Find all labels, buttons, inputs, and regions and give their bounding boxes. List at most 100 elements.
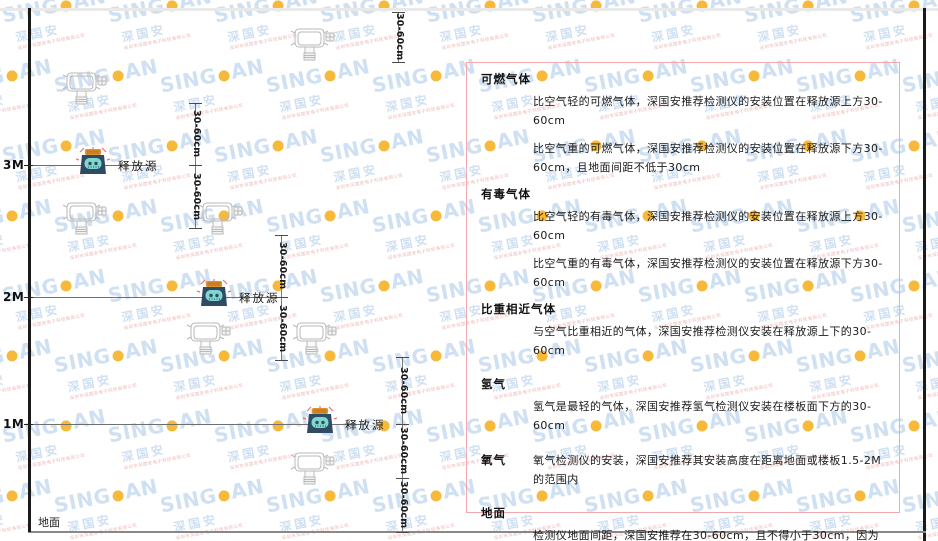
watermark-text-left: SING [0, 63, 7, 98]
watermark-text-right: AN [122, 193, 160, 224]
watermark-text-left: SING [158, 63, 219, 98]
watermark-text-left: SING [52, 343, 113, 378]
watermark-text-right: AN [16, 193, 54, 224]
watermark-text-right: AN [282, 123, 320, 154]
watermark-cn: 深国安 [120, 442, 168, 465]
watermark-text-right: AN [0, 404, 2, 434]
watermark-url: 深圳市深国安电子科技有限公司 [0, 446, 14, 472]
watermark-text-left: SING [264, 63, 325, 98]
frame-right-border [923, 8, 926, 541]
watermark-text-right: AN [282, 263, 320, 294]
watermark-text-left: SING [636, 0, 697, 28]
watermark-dot-icon [59, 138, 73, 152]
watermark-cn: 深国安 [0, 372, 8, 395]
release-source-label: 释放源 [345, 418, 386, 432]
watermark-dot-icon [59, 418, 73, 432]
watermark-url: 深圳市深国安电子科技有限公司 [335, 33, 404, 52]
watermark-text-left: SING [848, 0, 909, 28]
watermark-text-left: SING [424, 0, 485, 28]
section-paragraph: 氧气检测仪的安装，深国安推荐其安装高度在距离地面或楼板1.5-2M的范围内 [533, 454, 882, 486]
watermark-cn: 深国安 [332, 442, 380, 465]
watermark-text-right: AN [16, 473, 54, 504]
watermark-dot-icon [429, 348, 443, 362]
gas-detector-icon [62, 202, 107, 235]
watermark-dot-icon [111, 348, 125, 362]
watermark-text-left: SING [106, 273, 167, 308]
dimension-label: 30-60cm [398, 427, 409, 475]
watermark-tile: SING AN 深国安深圳市深国安电子科技有限公司 [52, 334, 170, 432]
watermark-text-right: AN [388, 123, 426, 154]
installation-guidelines-panel: 可燃气体 比空气轻的可燃气体，深国安推荐检测仪的安装位置在释放源上方30-60cm… [466, 62, 900, 541]
watermark-cn: 深国安 [756, 22, 804, 45]
watermark-url: 深圳市深国安电子科技有限公司 [0, 383, 32, 402]
watermark-text-right: AN [16, 333, 54, 364]
watermark-text-left: SING [318, 133, 379, 168]
watermark-dot-icon [165, 278, 179, 292]
release-source [75, 146, 111, 182]
dimension-cap [275, 297, 288, 298]
dimension-cap [396, 357, 409, 358]
watermark-cn: 深国安 [332, 302, 380, 325]
gas-detector-icon [198, 202, 243, 235]
watermark-text-left: SING [900, 343, 938, 378]
watermark-dot-icon [5, 348, 19, 362]
gas-detector [186, 316, 232, 362]
watermark-text-right: AN [334, 193, 372, 224]
watermark-url: 深圳市深国安电子科技有限公司 [69, 383, 138, 402]
watermark-text-right: AN [813, 0, 850, 14]
dimension-cap [396, 424, 409, 425]
axis-level-label-1m: 1M [3, 417, 25, 431]
watermark-url: 深圳市深国安电子科技有限公司 [865, 33, 934, 52]
gas-detector-icon [292, 322, 337, 355]
dimension-label: 30-60cm [398, 481, 409, 529]
release-source [302, 405, 338, 441]
watermark-text-left: SING [900, 203, 938, 238]
watermark-text-left: SING [264, 203, 325, 238]
watermark-text-right: AN [334, 53, 372, 84]
watermark-cn: 深国安 [278, 92, 326, 115]
axis-level-label-2m: 2M [3, 290, 25, 304]
watermark-text-right: AN [70, 403, 108, 434]
gas-detector-icon [290, 452, 335, 485]
watermark-url: 深圳市深国安电子科技有限公司 [229, 173, 298, 192]
gas-detector [290, 22, 336, 68]
watermark-text-left: SING [212, 413, 273, 448]
watermark-text-right: AN [122, 333, 160, 364]
dimension-label: 30-60cm [398, 366, 409, 414]
watermark-cn: 深国安 [278, 232, 326, 255]
dimension-cap [189, 103, 202, 104]
guideline-section-toxic: 有毒气体 比空气轻的有毒气体，深国安推荐检测仪的安装位置在释放源上方30-60cm… [481, 186, 887, 292]
release-source-label: 释放源 [118, 159, 159, 173]
gas-detector [62, 66, 108, 112]
watermark-url: 深圳市深国安电子科技有限公司 [281, 383, 350, 402]
guideline-section-similar-density: 比重相近气体 与空气比重相近的气体，深国安推荐检测仪安装在释放源上下的30-60c… [481, 301, 887, 360]
watermark-url: 深圳市深国安电子科技有限公司 [0, 26, 14, 52]
guideline-section-hydrogen: 氢气 氢气是最轻的气体，深国安推荐氢气检测仪安装在楼板面下方的30-60cm [481, 376, 887, 435]
watermark-dot-icon [111, 68, 125, 82]
watermark-url: 深圳市深国安电子科技有限公司 [175, 383, 244, 402]
watermark-text-left: SING [52, 483, 113, 518]
watermark-cn: 深国安 [66, 372, 114, 395]
watermark-text-left: SING [742, 0, 803, 28]
watermark-cn: 深国安 [438, 22, 486, 45]
watermark-url: 深圳市深国安电子科技有限公司 [917, 383, 938, 402]
dimension-line [398, 12, 399, 62]
watermark-dot-icon [323, 208, 337, 222]
release-source-icon [196, 279, 232, 306]
watermark-text-right: AN [16, 53, 54, 84]
section-spacer [481, 369, 887, 376]
gas-detector-icon [62, 72, 107, 105]
section-paragraph: 氢气是最轻的气体，深国安推荐氢气检测仪安装在楼板面下方的30-60cm [533, 400, 872, 432]
watermark-url: 深圳市深国安电子科技有限公司 [281, 516, 384, 541]
watermark-cn: 深国安 [0, 92, 8, 115]
watermark-url: 深圳市深国安电子科技有限公司 [759, 33, 828, 52]
section-paragraph: 比空气轻的可燃气体，深国安推荐检测仪的安装位置在释放源上方30-60cm [533, 95, 883, 127]
watermark-text-left: SING [212, 0, 273, 28]
axis-level-label-3m: 3M [3, 158, 25, 172]
gas-detector [292, 316, 338, 362]
